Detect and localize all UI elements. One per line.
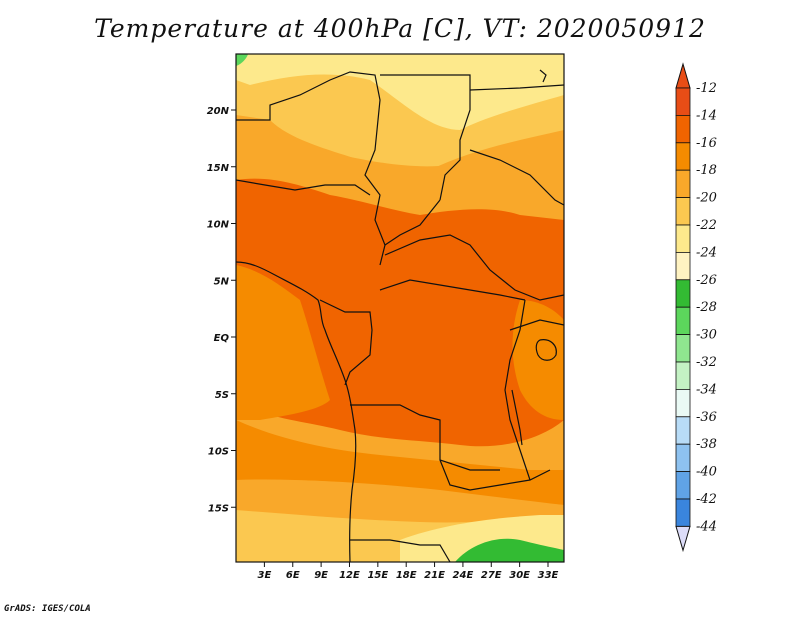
colorbar-swatch xyxy=(675,334,691,363)
colorbar-label: -44 xyxy=(696,519,717,534)
colorbar-bottom-arrow xyxy=(675,525,691,553)
lon-tick-label: 12E xyxy=(339,570,360,581)
border-chad-sudan xyxy=(384,199,441,246)
colorbar-swatch xyxy=(675,169,691,198)
lon-tick-label: 30E xyxy=(509,570,530,581)
colorbar-label: -20 xyxy=(696,191,717,206)
border-east-top xyxy=(469,84,564,91)
colorbar-label: -12 xyxy=(696,81,717,96)
colorbar-swatch xyxy=(675,361,691,390)
coastline-west xyxy=(236,261,357,562)
colorbar-swatch xyxy=(675,498,691,527)
border-angola xyxy=(350,404,500,471)
contour-east-14 xyxy=(512,300,564,420)
border-zambia xyxy=(439,459,551,491)
border-congo-w xyxy=(319,299,373,386)
contour-north-20 xyxy=(236,54,564,130)
colorbar-swatch xyxy=(675,443,691,473)
contour-south-24 xyxy=(455,538,564,562)
colorbar-label: -26 xyxy=(696,273,717,288)
lat-tick-label: 10S xyxy=(208,447,229,458)
contour-south-14 xyxy=(236,420,564,505)
border-drc-east xyxy=(504,299,531,481)
nile-red-sea xyxy=(539,69,547,83)
colorbar-label: -32 xyxy=(696,355,717,370)
lon-tick-label: 3E xyxy=(258,570,272,581)
lon-tick-label: 24E xyxy=(453,570,474,581)
lon-tick-label: 6E xyxy=(286,570,300,581)
lat-tick-label: 5N xyxy=(214,276,230,287)
grads-credit: GrADS: IGES/COLA xyxy=(4,604,91,614)
colorbar-swatch xyxy=(675,87,691,116)
lat-tick-label: 15N xyxy=(207,163,230,174)
colorbar-label: -22 xyxy=(696,218,717,233)
lat-tick-label: 20N xyxy=(207,106,230,117)
colorbar-swatch xyxy=(675,251,691,281)
colorbar-label: -16 xyxy=(696,136,717,151)
lake-tanganyika xyxy=(511,389,523,446)
colorbar-swatch xyxy=(675,306,691,336)
lat-tick-label: EQ xyxy=(214,333,230,344)
colorbar-label: -40 xyxy=(696,465,717,480)
lake-victoria xyxy=(535,339,557,361)
colorbar-label: -38 xyxy=(696,437,717,452)
colorbar-label: -24 xyxy=(696,245,717,260)
lon-tick-label: 33E xyxy=(538,570,559,581)
colorbar-label: -36 xyxy=(696,410,717,425)
map-title: Temperature at 400hPa [C], VT: 202005091… xyxy=(94,14,706,43)
lon-tick-label: 27E xyxy=(481,570,502,581)
colorbar-top-arrow xyxy=(675,62,691,89)
colorbar: -12 -14 -16 -18 -20 -22 -24 -26 -28 -30 -32 -34 -36 -… xyxy=(675,62,717,553)
lat-tick-label: 5S xyxy=(215,390,229,401)
colorbar-swatch xyxy=(675,224,691,253)
border-namibia xyxy=(350,539,451,562)
colorbar-label: -34 xyxy=(696,382,717,397)
colorbar-swatch xyxy=(675,115,691,144)
colorbar-swatch xyxy=(675,279,691,308)
lat-tick-label: 15S xyxy=(208,503,229,514)
colorbar-label: -42 xyxy=(696,492,717,507)
border-sahel xyxy=(236,71,386,266)
colorbar-swatch xyxy=(675,471,691,500)
contour-sahel-16 xyxy=(236,129,564,190)
colorbar-label: -30 xyxy=(696,328,717,343)
border-drc-car xyxy=(379,279,526,301)
lon-tick-label: 21E xyxy=(424,570,445,581)
colorbar-label: -18 xyxy=(696,163,717,178)
colorbar-swatch xyxy=(675,142,691,171)
lon-tick-label: 9E xyxy=(314,570,328,581)
colorbar-swatch xyxy=(675,388,691,418)
border-uganda-kenya xyxy=(509,319,564,331)
plot-frame xyxy=(235,53,565,563)
contour-west-16 xyxy=(236,265,330,420)
border-sudan-ss xyxy=(469,149,564,206)
colorbar-swatch xyxy=(675,197,691,226)
latitude-ticks: 20N 15N 10N 5N EQ 5S 10S 15S xyxy=(207,106,236,514)
temperature-field xyxy=(236,54,564,562)
colorbar-label: -28 xyxy=(696,300,717,315)
lat-tick-label: 10N xyxy=(207,220,230,231)
border-car-north xyxy=(384,234,564,301)
longitude-ticks: 3E 6E 9E 12E 15E 18E 21E 24E 27E 30E 33E xyxy=(258,562,559,581)
contour-corner-24 xyxy=(236,54,248,66)
lon-tick-label: 18E xyxy=(396,570,417,581)
lon-tick-label: 15E xyxy=(367,570,388,581)
border-libya-chad xyxy=(380,74,471,201)
country-borders xyxy=(236,69,564,562)
colorbar-label: -14 xyxy=(696,108,717,123)
colorbar-swatch xyxy=(675,416,691,445)
border-nigeria xyxy=(236,179,371,196)
